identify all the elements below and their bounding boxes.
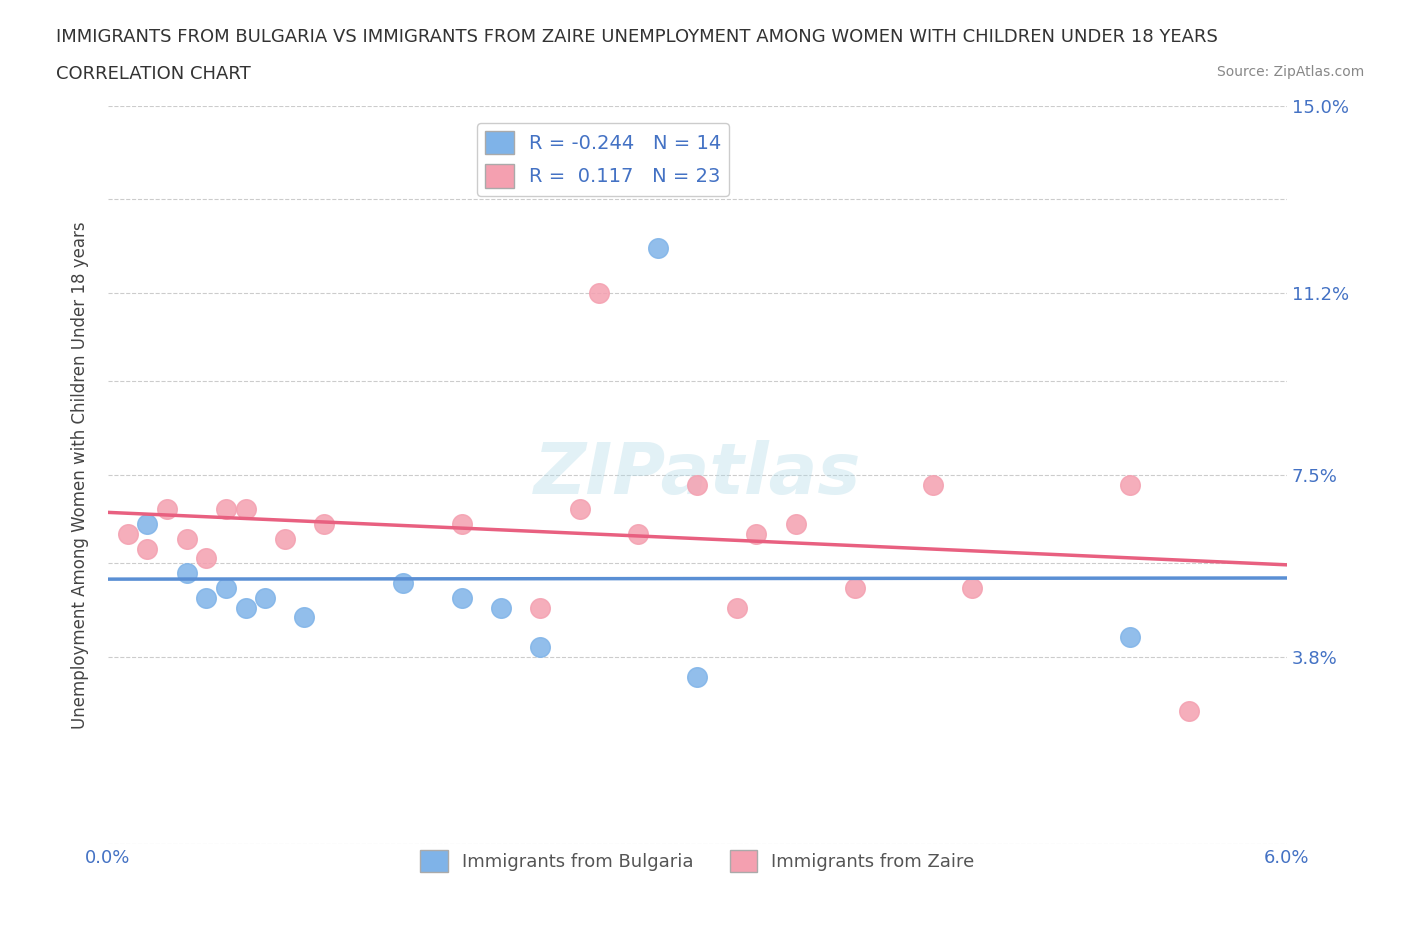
Y-axis label: Unemployment Among Women with Children Under 18 years: Unemployment Among Women with Children U… <box>72 221 89 728</box>
Point <box>686 669 709 684</box>
Point <box>588 286 610 300</box>
Point <box>117 526 139 541</box>
Point <box>745 526 768 541</box>
Point <box>391 576 413 591</box>
Point <box>176 531 198 546</box>
Point <box>686 477 709 492</box>
Point <box>962 580 984 595</box>
Point <box>785 516 807 531</box>
Point <box>1118 630 1140 644</box>
Point <box>215 580 238 595</box>
Point <box>1177 704 1199 719</box>
Text: Source: ZipAtlas.com: Source: ZipAtlas.com <box>1216 65 1364 79</box>
Point <box>627 526 650 541</box>
Point <box>725 600 748 615</box>
Point <box>156 502 179 517</box>
Point <box>176 565 198 580</box>
Point <box>136 541 159 556</box>
Text: CORRELATION CHART: CORRELATION CHART <box>56 65 252 83</box>
Text: ZIPatlas: ZIPatlas <box>534 440 860 510</box>
Point <box>235 502 257 517</box>
Point <box>215 502 238 517</box>
Point <box>568 502 591 517</box>
Point <box>294 610 316 625</box>
Point <box>195 591 218 605</box>
Point <box>529 640 551 655</box>
Point <box>235 600 257 615</box>
Point <box>922 477 945 492</box>
Point <box>254 591 277 605</box>
Point <box>844 580 866 595</box>
Point <box>136 516 159 531</box>
Point <box>195 551 218 565</box>
Text: IMMIGRANTS FROM BULGARIA VS IMMIGRANTS FROM ZAIRE UNEMPLOYMENT AMONG WOMEN WITH : IMMIGRANTS FROM BULGARIA VS IMMIGRANTS F… <box>56 28 1218 46</box>
Point <box>314 516 336 531</box>
Point <box>450 591 472 605</box>
Point <box>274 531 297 546</box>
Point <box>450 516 472 531</box>
Point <box>1118 477 1140 492</box>
Legend: Immigrants from Bulgaria, Immigrants from Zaire: Immigrants from Bulgaria, Immigrants fro… <box>413 843 981 879</box>
Point <box>647 241 669 256</box>
Point <box>529 600 551 615</box>
Point <box>489 600 512 615</box>
